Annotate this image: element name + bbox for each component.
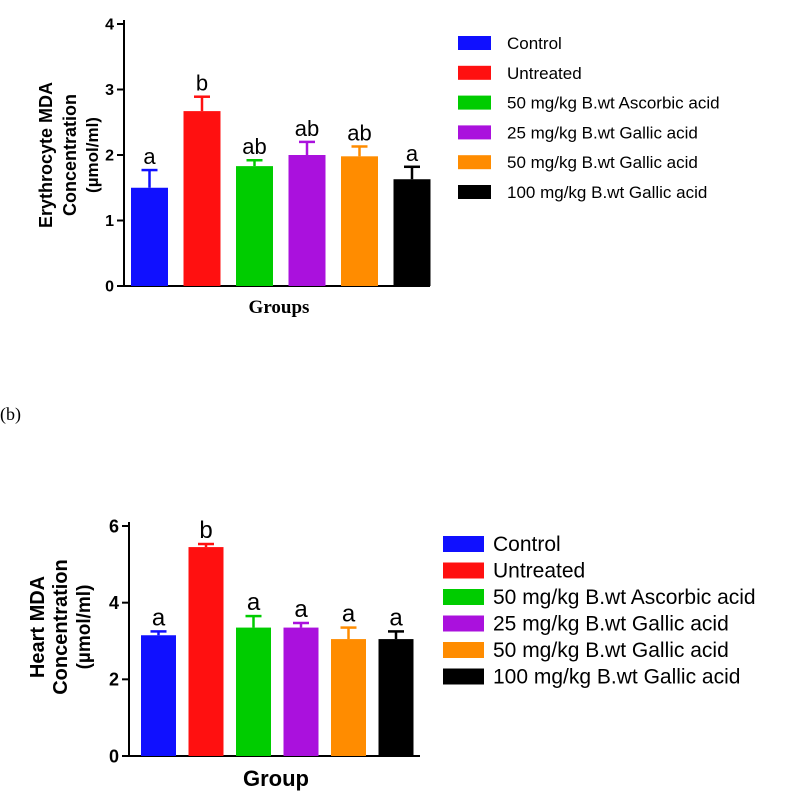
significance-label: b	[196, 71, 208, 96]
legend-label: Control	[507, 34, 562, 53]
legend-label: 50 mg/kg B.wt Ascorbic acid	[493, 586, 756, 609]
y-tick-label: 3	[105, 82, 114, 99]
bar-3	[236, 166, 273, 286]
significance-label: ab	[242, 134, 266, 159]
legend-swatch	[458, 95, 491, 110]
legend-swatch	[458, 125, 491, 140]
significance-label: a	[406, 141, 419, 166]
x-axis-label: Groups	[249, 297, 310, 318]
y-axis-label: (µmol/ml)	[83, 117, 102, 193]
y-tick-label: 6	[109, 516, 119, 536]
y-tick-label: 2	[105, 148, 114, 165]
bar-2	[188, 547, 224, 756]
y-tick-label: 2	[109, 670, 119, 690]
y-axis-label: (µmol/ml)	[74, 585, 95, 670]
significance-label: a	[342, 601, 356, 628]
legend-label: Untreated	[493, 560, 585, 583]
y-tick-label: 0	[105, 279, 114, 296]
y-tick-label: 1	[105, 213, 114, 230]
significance-label: a	[152, 604, 166, 631]
legend-swatch	[458, 185, 491, 199]
bar-1	[131, 187, 168, 286]
legend-label: 100 mg/kg B.wt Gallic acid	[493, 666, 740, 689]
bar-3	[236, 627, 271, 756]
bar-5	[331, 639, 366, 756]
y-axis-label: Concentration	[60, 94, 80, 216]
legend-label: 50 mg/kg B.wt Ascorbic acid	[507, 94, 720, 113]
legend-label: 25 mg/kg B.wt Gallic acid	[493, 613, 729, 636]
bar-4	[283, 627, 319, 756]
legend-label: Untreated	[507, 64, 582, 83]
y-axis-label: Heart MDA	[27, 576, 49, 678]
significance-label: b	[199, 517, 212, 544]
bar-6	[393, 179, 431, 286]
panel-label: (b)	[0, 404, 21, 424]
legend-label: 25 mg/kg B.wt Gallic acid	[507, 123, 698, 142]
bar-6	[378, 639, 414, 756]
x-axis-label: Group	[243, 766, 309, 791]
legend-label: 50 mg/kg B.wt Gallic acid	[493, 639, 729, 662]
legend-swatch	[443, 642, 484, 658]
significance-label: a	[294, 596, 308, 623]
bar-5	[341, 156, 378, 286]
legend-label: 50 mg/kg B.wt Gallic acid	[507, 153, 698, 172]
y-axis-label: Erythrocyte MDA	[36, 82, 56, 228]
significance-label: a	[143, 144, 156, 169]
bar-4	[288, 155, 326, 286]
legend-swatch	[458, 36, 491, 50]
legend-swatch	[443, 562, 484, 579]
legend-swatch	[443, 536, 484, 552]
legend-swatch	[443, 589, 484, 605]
legend-swatch	[458, 65, 491, 80]
significance-label: a	[247, 589, 261, 616]
significance-label: ab	[347, 120, 371, 145]
legend-label: Control	[493, 533, 561, 556]
legend-swatch	[458, 155, 491, 170]
y-tick-label: 0	[109, 746, 119, 766]
y-tick-label: 4	[105, 17, 114, 34]
y-tick-label: 4	[109, 593, 119, 613]
legend-swatch	[443, 668, 484, 685]
significance-label: ab	[295, 116, 319, 141]
bar-2	[183, 111, 221, 287]
significance-label: a	[389, 604, 403, 631]
bar-1	[141, 635, 176, 756]
y-axis-label: Concentration	[50, 559, 72, 695]
legend-label: 100 mg/kg B.wt Gallic acid	[507, 183, 707, 202]
legend-swatch	[443, 615, 484, 632]
